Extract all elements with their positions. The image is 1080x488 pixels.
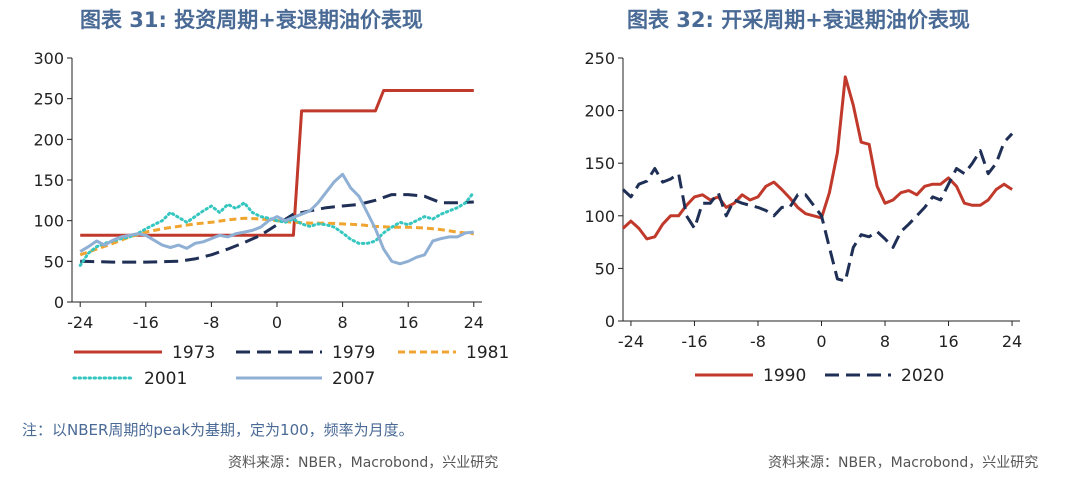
legend-label-2020: 2020 [901, 366, 944, 386]
x-tick-label: 8 [880, 332, 890, 351]
x-tick-label: 8 [338, 313, 348, 332]
series-line-1973 [80, 89, 474, 237]
y-tick-label: 250 [33, 90, 64, 109]
source-left: 资料来源：NBER，Macrobond，兴业研究 [228, 455, 499, 471]
y-tick-label: 250 [584, 49, 615, 68]
x-tick-label: 16 [398, 313, 418, 332]
x-tick-label: -24 [67, 313, 93, 332]
x-tick-label: 16 [938, 332, 958, 351]
y-tick-label: 50 [44, 252, 64, 271]
legend-label-1981: 1981 [466, 343, 509, 363]
series-line-2001 [78, 190, 476, 267]
chart-left: 0 50 100 150 200 250 300 -24 -16 -8 0 8 16 24 1973 1979… [33, 49, 509, 389]
legend-label-1990: 1990 [763, 366, 806, 386]
chart-title-left: 图表 31: 投资周期+衰退期油价表现 [80, 8, 423, 32]
chart-title-right: 图表 32: 开采周期+衰退期油价表现 [627, 8, 970, 32]
x-tick-label: -24 [618, 332, 644, 351]
series-line-2020 [621, 132, 1014, 283]
source-right: 资料来源：NBER，Macrobond，兴业研究 [768, 455, 1039, 471]
legend-label-2001: 2001 [144, 369, 187, 389]
y-tick-label: 0 [54, 293, 64, 312]
x-tick-label: 0 [816, 332, 826, 351]
x-tick-label: 0 [272, 313, 282, 332]
x-tick-label: 24 [1002, 332, 1022, 351]
x-tick-label: -8 [203, 313, 219, 332]
y-tick-label: 0 [605, 312, 615, 331]
y-tick-label: 200 [584, 102, 615, 121]
y-tick-label: 100 [33, 212, 64, 231]
y-tick-label: 100 [584, 207, 615, 226]
y-tick-label: 200 [33, 130, 64, 149]
y-tick-label: 150 [33, 171, 64, 190]
series-line-1990 [621, 75, 1013, 241]
x-tick-label: 24 [464, 313, 484, 332]
series-line-2007 [79, 172, 474, 266]
x-tick-label: -16 [133, 313, 159, 332]
legend-label-2007: 2007 [332, 369, 375, 389]
x-tick-label: -8 [750, 332, 766, 351]
series-line-1979 [80, 193, 474, 264]
legend-label-1973: 1973 [172, 343, 215, 363]
legend-label-1979: 1979 [332, 343, 375, 363]
y-tick-label: 300 [33, 49, 64, 68]
y-tick-label: 50 [595, 259, 615, 278]
y-tick-label: 150 [584, 154, 615, 173]
chart-right: 0 50 100 150 200 250 -24 -16 -8 0 8 16 24 1990 2020 [584, 49, 1022, 386]
x-tick-label: -16 [681, 332, 707, 351]
footnote: 注：以NBER周期的peak为基期，定为100，频率为月度。 [22, 421, 414, 439]
